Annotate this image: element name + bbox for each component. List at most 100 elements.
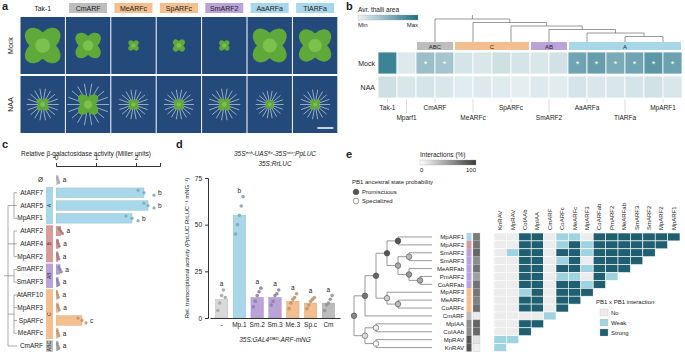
heatmap-cell — [494, 320, 506, 328]
thallus-lobe — [261, 24, 291, 54]
column-label: SmARF2 — [210, 5, 239, 12]
heatmap-cell — [606, 249, 618, 257]
replicate-point — [61, 232, 64, 235]
thallus-lobe — [307, 25, 335, 53]
heatmap-cell — [494, 304, 506, 312]
tick: AtARF10 — [17, 291, 44, 298]
tick-label: 25 — [195, 268, 203, 275]
row-label: MeARFc — [441, 297, 464, 303]
thallus-center — [263, 39, 277, 53]
branch — [409, 268, 432, 269]
bar — [56, 188, 144, 198]
branch — [398, 236, 432, 237]
heatmap-cell — [625, 76, 644, 98]
class-strip — [467, 328, 472, 336]
branch — [376, 347, 432, 348]
heatmap-cell — [530, 76, 549, 98]
heatmap-cell — [544, 249, 556, 257]
heatmap-cell — [644, 52, 663, 74]
branch — [376, 323, 432, 324]
branch — [387, 292, 432, 293]
heatmap-cell — [655, 241, 667, 249]
tick: - — [220, 318, 222, 328]
significance-letter: a — [63, 176, 67, 183]
heatmap-cell — [494, 280, 506, 288]
replicate-point — [152, 206, 155, 209]
replicate-point — [330, 294, 334, 298]
class-band — [569, 42, 681, 50]
heatmap-cell — [606, 52, 625, 74]
thallus-center — [84, 100, 92, 108]
replicate-point — [307, 303, 311, 307]
replicate-point — [257, 290, 261, 294]
rhizoid — [300, 104, 311, 105]
rhizoid — [40, 109, 42, 121]
rhizoid — [134, 108, 136, 119]
rhizoid — [273, 104, 284, 105]
column-label: MpARF3 — [584, 206, 590, 230]
legend-title: Avr. thalli area — [358, 6, 399, 13]
replicate-point — [224, 296, 228, 300]
tick-label: Sp.c — [304, 321, 318, 329]
tick-mark — [205, 225, 208, 226]
heatmap-cell — [663, 52, 682, 74]
branch — [8, 314, 14, 315]
image-bg — [21, 17, 65, 74]
tick: SmARF2 — [17, 265, 44, 272]
heatmap-cell — [568, 288, 580, 296]
tick: 2 — [135, 154, 139, 166]
heatmap-cell — [454, 52, 473, 74]
heatmap-cell — [506, 265, 518, 273]
tick-label: MpARF3 — [17, 304, 43, 312]
tick-label: 75 — [195, 175, 203, 182]
heatmap-cell — [494, 241, 506, 249]
group-tick — [511, 99, 512, 103]
thallus-center — [176, 43, 181, 48]
axis-title: 35S:GAL4ᴰᴮᴰ-ARF-mNG — [239, 336, 311, 343]
heatmap-cell — [663, 76, 682, 98]
replicate-point — [275, 292, 279, 296]
significance-mark: * — [424, 59, 428, 69]
branch — [663, 37, 664, 43]
rhizoid — [257, 100, 267, 104]
legend-symbol — [353, 189, 359, 195]
significance-letter: a — [63, 330, 67, 337]
rhizoid — [256, 104, 267, 105]
legend-label: Weak — [611, 320, 627, 326]
replicate-point — [269, 303, 273, 307]
significance-letter: b — [142, 215, 146, 222]
image-cell — [293, 17, 337, 74]
tick-label: 50 — [195, 221, 203, 228]
significance-letter: a — [309, 287, 313, 294]
heatmap-cell — [568, 249, 580, 257]
heatmap-cell — [568, 273, 580, 281]
ancestral-state — [362, 333, 368, 339]
significance-mark: * — [576, 59, 580, 69]
column-label: Tak-1 — [34, 5, 51, 12]
column-label: CmARF — [547, 208, 553, 230]
rhizoid — [273, 100, 283, 104]
thallus-center — [35, 38, 50, 53]
heatmap-cell — [643, 233, 655, 241]
tick-mark — [136, 163, 137, 166]
class-strip — [467, 249, 472, 257]
significance-letter: a — [63, 240, 67, 247]
tick: 25 — [195, 268, 208, 275]
ancestral-state — [406, 254, 412, 260]
heatmap-cells — [494, 233, 680, 352]
tick-label: 1 — [95, 154, 99, 161]
branch — [14, 294, 17, 295]
rhizoid — [319, 104, 330, 105]
tick-label: 0 — [198, 315, 202, 322]
heatmap-cell — [544, 280, 556, 288]
replicate-point — [60, 270, 63, 273]
ancestral-state — [417, 278, 423, 284]
axis-title: Relative β-galactosidase activity (Mille… — [21, 150, 151, 158]
ancestral-state — [373, 341, 379, 347]
legend-title: Interactions (%) — [420, 151, 466, 159]
image-bg — [248, 76, 292, 133]
tick: 75 — [195, 175, 208, 182]
ancestral-state — [373, 325, 379, 331]
x-axis: 012 — [55, 154, 161, 167]
significance-mark: * — [614, 59, 618, 69]
